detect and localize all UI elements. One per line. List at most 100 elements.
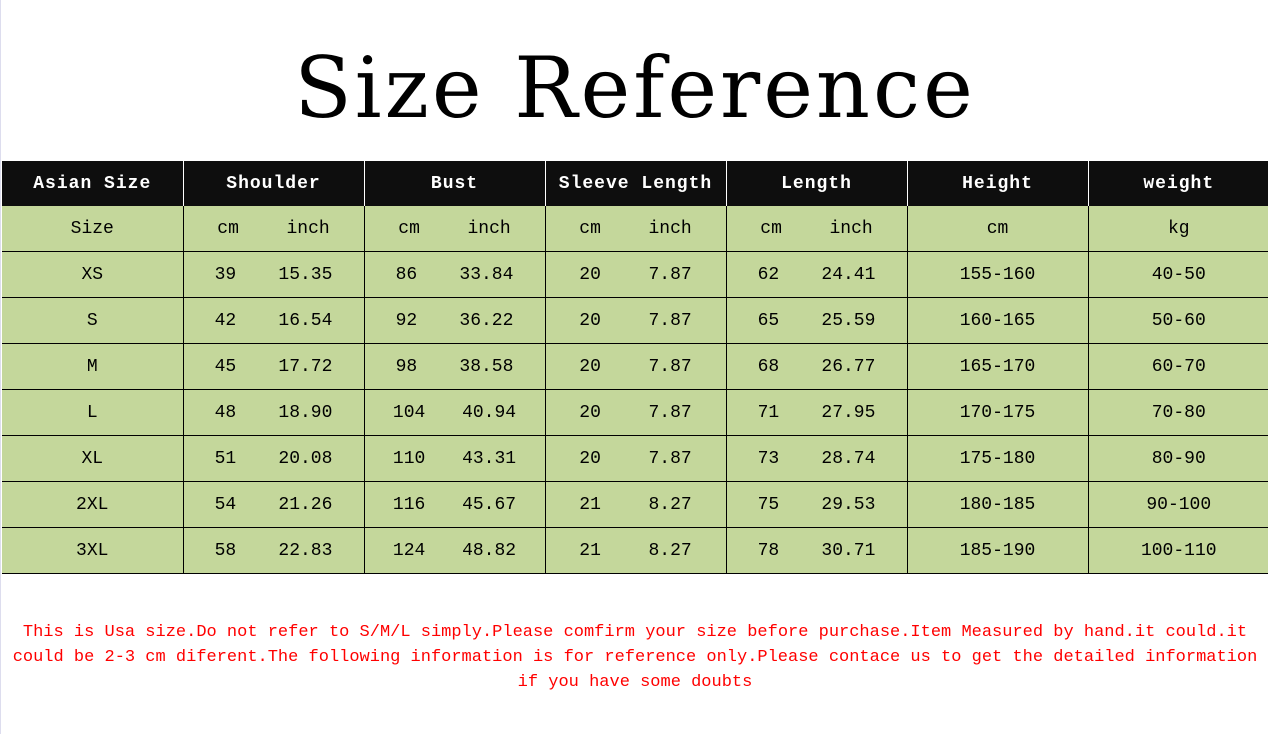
table-cell-pair: 39 15.35 [182,251,364,298]
size-table: Asian Size Shoulder Bust Sleeve Length Lengt… [2,161,1268,574]
cell-value: 7.87 [648,264,692,285]
cell-value: 42 [214,310,237,331]
cell-value: cm [217,218,239,239]
cell-value: 8.27 [648,494,692,515]
header-row: Asian Size Shoulder Bust Sleeve Length Lengt… [2,161,1268,206]
table-cell-pair: 48 18.90 [182,389,364,436]
table-cell-pair: 104 40.94 [363,389,545,436]
table-cell: L [2,389,183,436]
cell-value: 25.59 [821,310,876,331]
column-header: Asian Size [2,161,183,206]
table-cell: Size [2,206,183,252]
cell-value: 45 [214,356,237,377]
table-row: XL 51 20.08 110 43.31 20 7.87 73 28.74 175-180 80-… [2,435,1268,482]
table-cell-pair: cm inch [363,206,545,252]
table-cell-pair: 68 26.77 [725,343,907,390]
units-row: Size cm inch cm inch cm inch cm inch cm kg [2,206,1268,252]
cell-value: 21 [579,494,601,515]
cell-value: inch [648,218,692,239]
table-cell-pair: 20 7.87 [544,435,726,482]
cell-value: 26.77 [821,356,876,377]
table-cell-pair: cm inch [544,206,726,252]
cell-value: 39 [214,264,237,285]
table-cell-pair: 21 8.27 [544,527,726,574]
table-cell-pair: 86 33.84 [363,251,545,298]
table-row: XS 39 15.35 86 33.84 20 7.87 62 24.41 155-160 40-5… [2,251,1268,298]
column-header: weight [1087,161,1268,206]
table-row: L 48 18.90 104 40.94 20 7.87 71 27.95 170-175 70-8… [2,389,1268,436]
table-cell-pair: cm inch [725,206,907,252]
table-cell-pair: 21 8.27 [544,481,726,528]
cell-value: 21 [579,540,601,561]
table-cell-pair: 65 25.59 [725,297,907,344]
cell-value: 48.82 [462,540,517,561]
table-cell: 90-100 [1087,481,1268,528]
cell-value: 7.87 [648,356,692,377]
cell-value: inch [286,218,330,239]
cell-value: 33.84 [459,264,514,285]
cell-value: 7.87 [648,402,692,423]
cell-value: 29.53 [821,494,876,515]
column-header: Shoulder [182,161,364,206]
cell-value: inch [467,218,511,239]
cell-value: 20 [579,264,601,285]
cell-value: 65 [757,310,780,331]
cell-value: 110 [392,448,426,469]
table-cell-pair: 73 28.74 [725,435,907,482]
table-cell-pair: 58 22.83 [182,527,364,574]
table-cell-pair: 20 7.87 [544,343,726,390]
table-row: M 45 17.72 98 38.58 20 7.87 68 26.77 165-170 60-70 [2,343,1268,390]
table-cell: 2XL [2,481,183,528]
cell-value: 17.72 [278,356,333,377]
table-cell: S [2,297,183,344]
cell-value: 7.87 [648,448,692,469]
table-cell: 40-50 [1087,251,1268,298]
table-cell: XS [2,251,183,298]
cell-value: 16.54 [278,310,333,331]
cell-value: 20 [579,356,601,377]
cell-value: inch [829,218,873,239]
cell-value: 20.08 [278,448,333,469]
column-header: Bust [363,161,545,206]
cell-value: 68 [757,356,780,377]
cell-value: 98 [395,356,418,377]
table-cell: 80-90 [1087,435,1268,482]
cell-value: 75 [757,494,780,515]
cell-value: 27.95 [821,402,876,423]
table-row: 3XL 58 22.83 124 48.82 21 8.27 78 30.71 185-190 10… [2,527,1268,574]
cell-value: 7.87 [648,310,692,331]
table-cell-pair: 62 24.41 [725,251,907,298]
table-cell-pair: 42 16.54 [182,297,364,344]
cell-value: 86 [395,264,418,285]
table-row: S 42 16.54 92 36.22 20 7.87 65 25.59 160-165 50-60 [2,297,1268,344]
cell-value: 38.58 [459,356,514,377]
cell-value: 62 [757,264,780,285]
table-cell-pair: 116 45.67 [363,481,545,528]
column-header: Length [725,161,907,206]
table-cell: 185-190 [906,527,1088,574]
cell-value: 45.67 [462,494,517,515]
table-cell-pair: 124 48.82 [363,527,545,574]
cell-value: 48 [214,402,237,423]
cell-value: 36.22 [459,310,514,331]
page-title: Size Reference [294,39,976,137]
table-cell-pair: 71 27.95 [725,389,907,436]
table-cell: cm [906,206,1088,252]
table-cell-pair: 54 21.26 [182,481,364,528]
table-cell-pair: 20 7.87 [544,297,726,344]
table-cell: 60-70 [1087,343,1268,390]
cell-value: 43.31 [462,448,517,469]
table-cell: kg [1087,206,1268,252]
table-cell: 175-180 [906,435,1088,482]
table-cell-pair: 78 30.71 [725,527,907,574]
table-cell: 170-175 [906,389,1088,436]
cell-value: 124 [392,540,426,561]
cell-value: 22.83 [278,540,333,561]
cell-value: 21.26 [278,494,333,515]
cell-value: 104 [392,402,426,423]
cell-value: 15.35 [278,264,333,285]
table-cell-pair: 51 20.08 [182,435,364,482]
cell-value: 54 [214,494,237,515]
column-header: Height [906,161,1088,206]
table-cell-pair: 98 38.58 [363,343,545,390]
